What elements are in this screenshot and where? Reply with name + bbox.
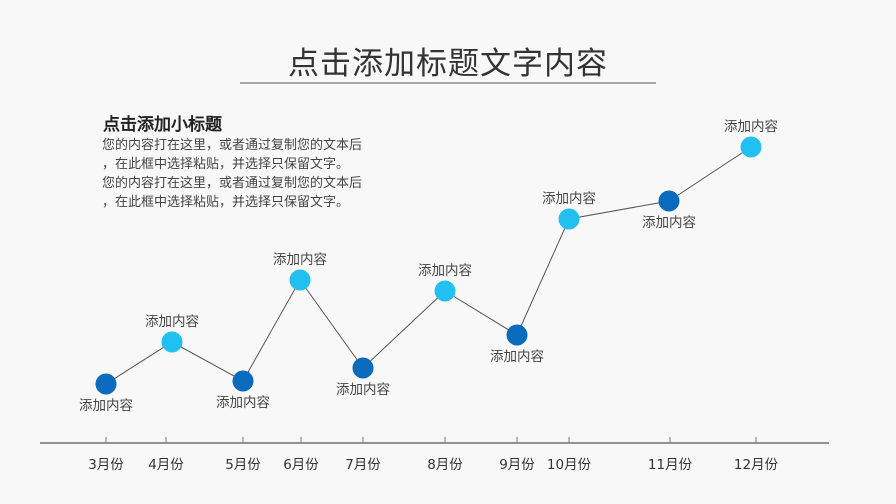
point-label: 添加内容 xyxy=(542,190,596,207)
title-underline xyxy=(240,82,656,84)
x-tick-label: 3月份 xyxy=(88,457,124,473)
x-tick-label: 7月份 xyxy=(345,457,381,473)
point-label: 添加内容 xyxy=(145,313,199,330)
data-point xyxy=(506,324,528,346)
data-points xyxy=(95,136,762,395)
data-point xyxy=(232,370,254,392)
subtitle: 点击添加小标题 xyxy=(103,115,222,135)
data-point xyxy=(95,373,117,395)
point-label: 添加内容 xyxy=(79,397,133,414)
x-tick-label: 10月份 xyxy=(547,457,592,473)
body-text: 您的内容打在这里，或者通过复制您的文本后 ，在此框中选择粘贴，并选择只保留文字。… xyxy=(102,138,363,210)
data-point xyxy=(434,280,456,302)
x-tick-label: 4月份 xyxy=(148,457,184,473)
point-label: 添加内容 xyxy=(642,214,696,231)
point-label: 添加内容 xyxy=(336,381,390,398)
point-label: 添加内容 xyxy=(724,118,778,135)
data-point xyxy=(161,331,183,353)
data-point xyxy=(658,190,680,212)
x-tick-label: 6月份 xyxy=(283,457,319,473)
point-label: 添加内容 xyxy=(418,262,472,279)
x-tick-label: 9月份 xyxy=(499,457,535,473)
data-point xyxy=(558,208,580,230)
page-title: 点击添加标题文字内容 xyxy=(288,46,608,82)
data-point xyxy=(289,269,311,291)
series-line xyxy=(105,146,752,385)
point-label: 添加内容 xyxy=(216,394,270,411)
x-tick-label: 5月份 xyxy=(225,457,261,473)
x-axis-ticks xyxy=(105,437,757,443)
data-point xyxy=(352,357,374,379)
x-axis-labels: 3月份 4月份 5月份 6月份 7月份 8月份 9月份 10月份 11月份 12月份 xyxy=(88,457,778,473)
x-tick-label: 11月份 xyxy=(648,457,693,473)
data-point xyxy=(740,136,762,158)
x-tick-label: 8月份 xyxy=(427,457,463,473)
point-label: 添加内容 xyxy=(490,348,544,365)
point-label: 添加内容 xyxy=(273,251,327,268)
x-tick-label: 12月份 xyxy=(734,457,779,473)
